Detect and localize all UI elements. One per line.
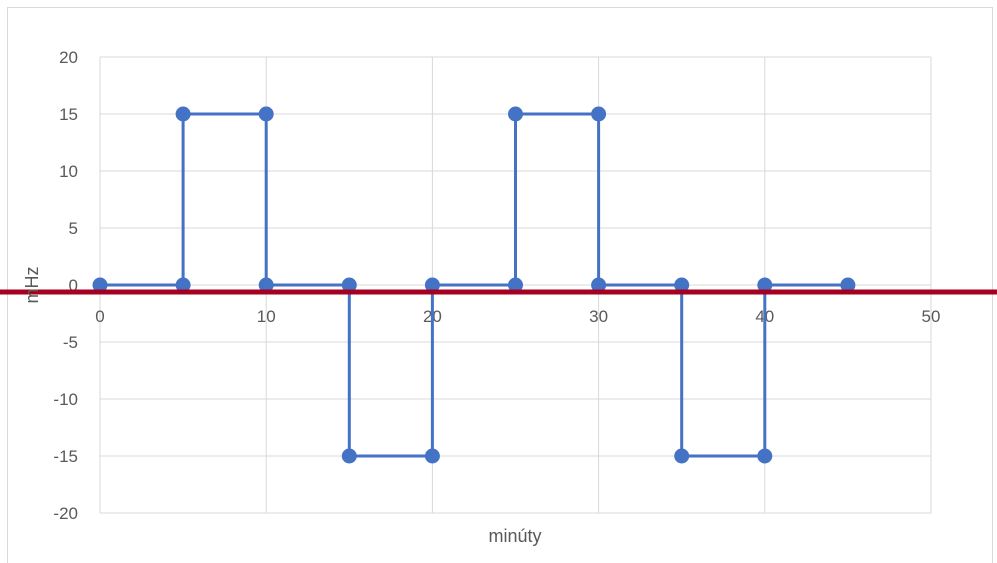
data-point <box>258 277 274 293</box>
data-point <box>757 277 773 293</box>
series-step-line <box>100 112 848 458</box>
y-tick-label: 20 <box>59 48 78 67</box>
data-point <box>175 106 191 122</box>
y-tick-label: 5 <box>69 219 78 238</box>
data-point <box>175 277 191 293</box>
y-tick-labels: 20 15 10 5 0 -5 -10 -15 -20 <box>53 48 78 523</box>
data-point <box>674 448 690 464</box>
x-tick-label: 50 <box>922 307 941 326</box>
y-axis-label: mHz <box>22 267 42 304</box>
x-tick-labels: 0 10 20 30 40 50 <box>95 307 940 326</box>
data-point <box>591 277 607 293</box>
y-tick-label: -5 <box>63 333 78 352</box>
data-point <box>341 277 357 293</box>
x-axis-label: minúty <box>488 526 541 546</box>
y-tick-label: 15 <box>59 105 78 124</box>
series-line <box>100 112 848 458</box>
y-tick-label: 0 <box>69 276 78 295</box>
data-point <box>591 106 607 122</box>
y-tick-label: -10 <box>53 390 78 409</box>
data-point <box>508 277 523 293</box>
data-point <box>757 448 773 464</box>
y-tick-label: 10 <box>59 162 78 181</box>
x-tick-label: 0 <box>95 307 104 326</box>
y-tick-label: -15 <box>53 447 78 466</box>
data-point <box>424 277 440 293</box>
x-tick-label: 10 <box>257 307 276 326</box>
data-point <box>341 448 357 464</box>
data-point <box>424 448 440 464</box>
data-point <box>674 277 690 293</box>
x-tick-label: 30 <box>589 307 608 326</box>
data-point <box>840 277 856 293</box>
series-points <box>92 106 856 464</box>
data-point <box>92 277 108 293</box>
data-point <box>258 106 274 122</box>
data-point <box>508 106 523 122</box>
y-tick-label: -20 <box>53 504 78 523</box>
